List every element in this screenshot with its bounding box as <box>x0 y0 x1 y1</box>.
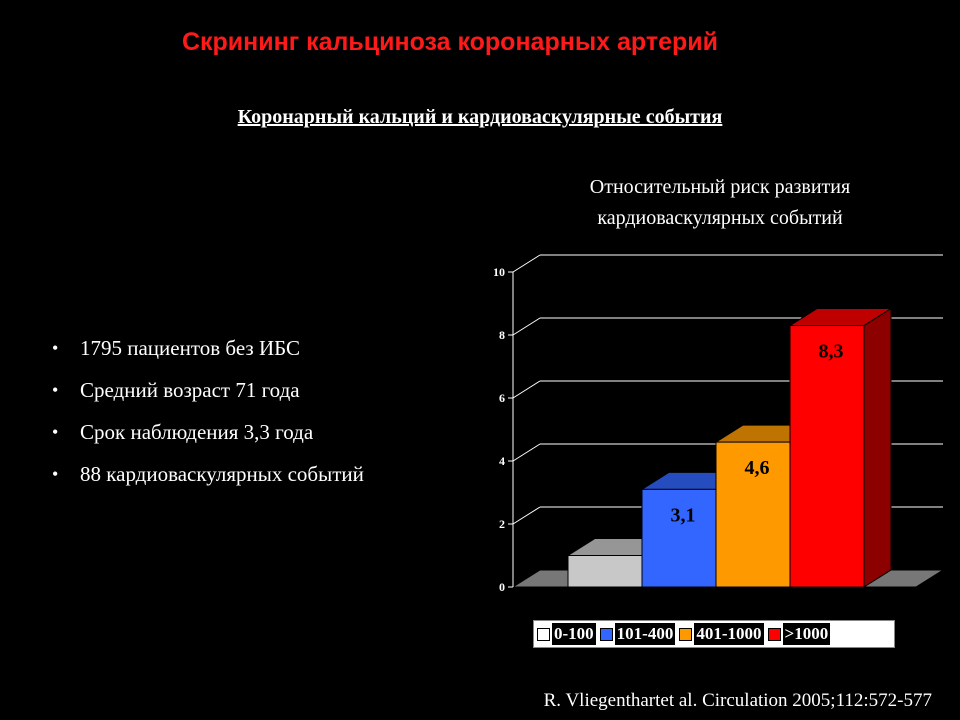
bullet-item: • Средний возраст 71 года <box>52 376 364 418</box>
chart-legend: 0-100 101-400 401-1000 >1000 <box>533 620 895 648</box>
y-tick-label: 8 <box>499 328 505 342</box>
bullet-dot-icon: • <box>52 464 59 484</box>
bullet-dot-icon: • <box>52 422 59 442</box>
slide-subtitle: Коронарный кальций и кардиоваскулярные с… <box>237 106 723 128</box>
y-tick-label: 6 <box>499 391 505 405</box>
bullet-dot-icon: • <box>52 380 59 400</box>
chart-title: Относительный риск развития кардиоваскул… <box>540 172 900 234</box>
bar <box>715 441 791 588</box>
bar-value-label: 3,1 <box>671 504 696 526</box>
citation: R. Vliegenthartet al. Circulation 2005;1… <box>543 690 932 711</box>
bar-value-label: 8,3 <box>819 341 844 363</box>
legend-label: 401-1000 <box>694 623 764 645</box>
bullet-item: • Срок наблюдения 3,3 года <box>52 418 364 460</box>
bullet-text: 1795 пациентов без ИБС <box>80 336 301 360</box>
legend-item: 0-100 <box>537 623 596 645</box>
bullet-list: • 1795 пациентов без ИБС • Средний возраст… <box>52 334 364 502</box>
legend-swatch <box>537 627 550 641</box>
legend-swatch <box>599 627 613 641</box>
bar <box>567 555 643 588</box>
bullet-item: • 88 кардиоваскулярных событий <box>52 460 364 502</box>
legend-label: >1000 <box>782 623 831 645</box>
legend-swatch <box>767 627 781 641</box>
bullet-dot-icon: • <box>52 338 59 358</box>
bullet-item: • 1795 пациентов без ИБС <box>52 334 364 376</box>
bar-side <box>863 307 892 588</box>
gridline <box>512 380 541 399</box>
y-tick-label: 10 <box>493 265 505 279</box>
gridline <box>512 443 541 462</box>
gridline <box>512 506 541 525</box>
legend-item: 401-1000 <box>679 623 764 645</box>
y-tick-label: 2 <box>499 517 505 531</box>
y-tick-label: 4 <box>499 454 505 468</box>
chart-title-line: кардиоваскулярных событий <box>597 207 843 229</box>
gridline <box>512 254 541 273</box>
bullet-text: Срок наблюдения 3,3 года <box>80 420 314 444</box>
legend-item: >1000 <box>767 623 831 645</box>
y-tick-label: 0 <box>499 580 505 594</box>
bullet-text: Средний возраст 71 года <box>80 378 300 402</box>
legend-label: 101-400 <box>614 623 676 645</box>
chart-title-line: Относительный риск развития <box>589 176 851 198</box>
bullet-text: 88 кардиоваскулярных событий <box>80 462 364 486</box>
bar <box>789 325 865 588</box>
bar-value-label: 4,6 <box>745 457 770 479</box>
legend-item: 101-400 <box>599 623 676 645</box>
slide-title: Скрининг кальциноза коронарных артерий <box>181 28 719 56</box>
gridline <box>512 317 541 336</box>
legend-swatch <box>679 627 693 641</box>
legend-label: 0-100 <box>552 623 596 645</box>
